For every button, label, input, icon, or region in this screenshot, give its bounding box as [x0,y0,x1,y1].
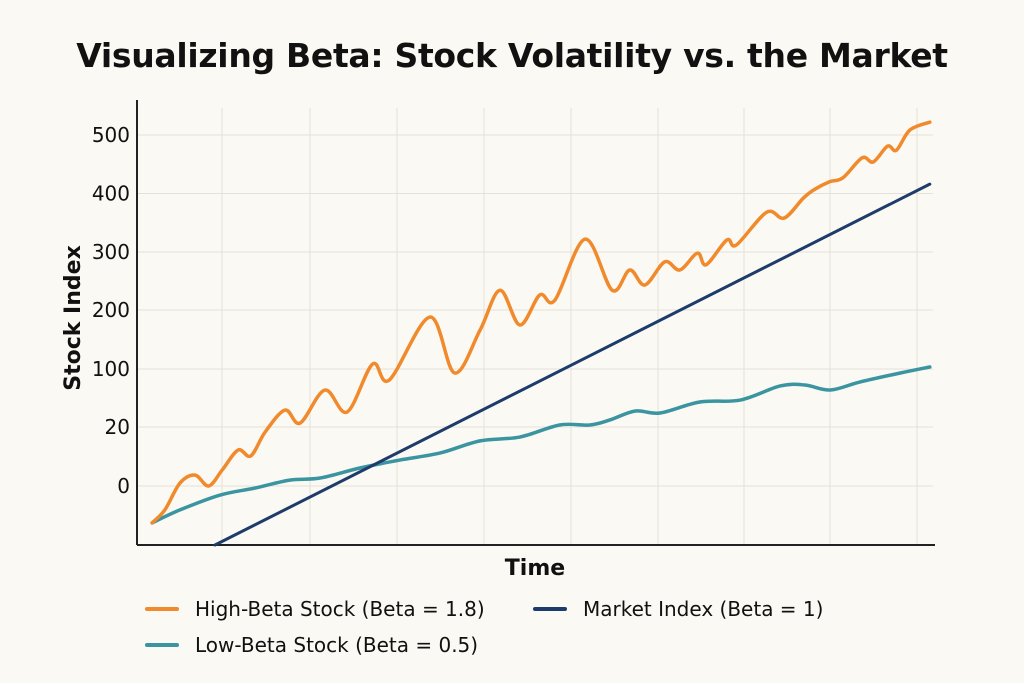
y-tick-label: 100 [92,357,130,381]
legend-label-high-beta: High-Beta Stock (Beta = 1.8) [195,597,485,621]
legend-label-low-beta: Low-Beta Stock (Beta = 0.5) [195,633,479,657]
y-tick-label: 400 [92,182,130,206]
y-tick-label: 300 [92,240,130,264]
legend-swatch-high-beta [145,607,179,611]
x-axis-label: Time [505,556,565,581]
y-tick-label: 20 [105,415,130,439]
legend-label-market: Market Index (Beta = 1) [583,597,824,621]
series-line-market [213,182,932,547]
legend-item-high-beta: High-Beta Stock (Beta = 1.8) [145,597,485,621]
chart-title: Visualizing Beta: Stock Volatility vs. t… [76,36,948,75]
legend-item-market: Market Index (Beta = 1) [533,597,823,621]
y-tick-label: 0 [117,474,130,498]
y-axis-label: Stock Index [61,245,86,391]
legend-item-low-beta: Low-Beta Stock (Beta = 0.5) [145,633,478,657]
legend-swatch-market [533,607,567,611]
series-line-high-beta [150,120,932,525]
legend-swatch-low-beta [145,643,179,647]
y-tick-label: 500 [92,123,130,147]
y-tick-label: 200 [92,298,130,322]
series-line-low-beta [150,365,932,525]
